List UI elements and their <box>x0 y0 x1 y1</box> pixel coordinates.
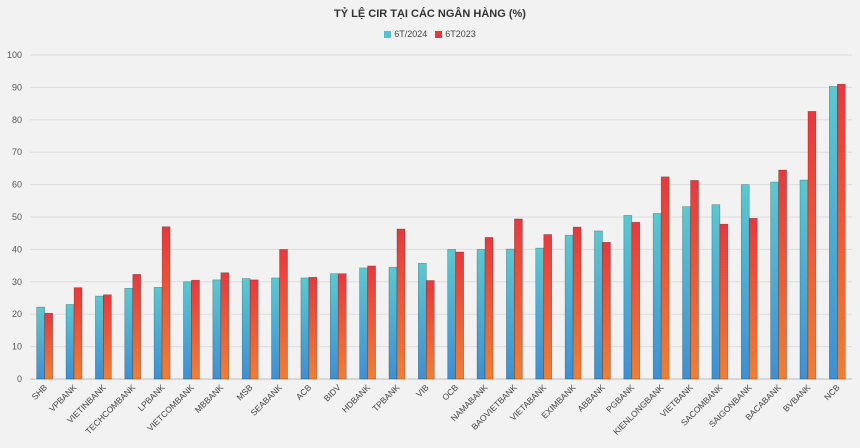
chart-title: TỶ LỆ CIR TẠI CÁC NGÂN HÀNG (%) <box>334 8 526 20</box>
bar-6t2024 <box>623 215 633 380</box>
y-tick-label: 40 <box>12 244 22 254</box>
bar-6t2023 <box>484 237 494 380</box>
bar-6t2023 <box>807 111 817 380</box>
x-category-label: BIDV <box>322 382 343 403</box>
bar-6t2024 <box>770 181 779 380</box>
bar-6t2024 <box>711 204 721 380</box>
x-category-label: VIB <box>414 382 431 399</box>
bar-6t2023 <box>778 169 787 380</box>
y-tick-label: 60 <box>12 180 22 190</box>
y-tick-label: 70 <box>12 147 22 157</box>
bar-6t2023 <box>719 223 729 380</box>
x-category-label: MSB <box>234 382 254 402</box>
bar-6t2024 <box>740 184 750 380</box>
bar-6t2024 <box>359 267 368 380</box>
bar-6t2023 <box>308 276 318 380</box>
x-category-label: TECHCOMBANK <box>83 382 137 436</box>
bar-6t2024 <box>476 249 486 380</box>
bar-6t2024 <box>447 249 456 380</box>
bar-6t2024 <box>36 306 45 380</box>
bar-6t2023 <box>132 274 142 380</box>
bar-6t2024 <box>124 287 134 380</box>
bar-6t2023 <box>748 217 758 380</box>
bar-6t2024 <box>95 295 104 380</box>
bar-6t2023 <box>367 265 376 380</box>
bar-6t2023 <box>837 83 846 380</box>
bar-6t2023 <box>602 241 611 380</box>
bar-6t2023 <box>337 273 347 380</box>
bar-6t2024 <box>652 213 662 380</box>
bar-6t2024 <box>329 273 339 380</box>
x-category-label: MBBANK <box>193 382 226 415</box>
bar-6t2024 <box>594 230 603 380</box>
bar-6t2024 <box>153 287 163 380</box>
legend-label-2023: 6T2023 <box>445 29 476 39</box>
legend-item-2023: 6T2023 <box>435 29 476 39</box>
bar-6t2024 <box>183 281 192 380</box>
bar-6t2023 <box>631 221 641 380</box>
bar-6t2024 <box>829 86 838 380</box>
bar-6t2024 <box>300 277 310 380</box>
bar-6t2024 <box>418 263 427 380</box>
bar-6t2024 <box>564 234 574 380</box>
bar-6t2023 <box>690 180 699 380</box>
y-tick-label: 10 <box>12 342 22 352</box>
y-tick-label: 0 <box>17 374 22 384</box>
bar-6t2023 <box>73 287 83 380</box>
bar-6t2023 <box>455 251 464 380</box>
bar-6t2023 <box>426 280 435 380</box>
bar-6t2023 <box>514 218 523 380</box>
bar-6t2023 <box>396 228 406 380</box>
bar-6t2023 <box>161 226 171 380</box>
bar-6t2023 <box>191 279 200 380</box>
bar-6t2024 <box>506 248 515 380</box>
bar-6t2023 <box>572 226 582 380</box>
bar-6t2023 <box>220 272 230 380</box>
x-category-label: BVBANK <box>781 382 813 414</box>
bar-6t2023 <box>103 294 112 380</box>
bar-6t2024 <box>799 179 809 380</box>
legend-item-2024: 6T/2024 <box>384 29 427 39</box>
bar-6t2024 <box>682 206 691 380</box>
bar-6t2024 <box>241 278 251 380</box>
bar-6t2024 <box>388 266 398 380</box>
x-category-label: ACB <box>294 382 314 402</box>
x-category-label: SHB <box>30 382 50 402</box>
x-category-label: SEABANK <box>248 382 284 418</box>
legend-swatch-2024 <box>384 30 392 38</box>
bar-6t2024 <box>212 279 222 380</box>
bar-6t2023 <box>249 279 259 380</box>
y-tick-label: 80 <box>12 115 22 125</box>
bar-6t2023 <box>279 249 288 380</box>
chart-legend: 6T/2024 6T2023 <box>0 29 860 39</box>
bar-6t2023 <box>660 176 670 380</box>
x-category-label: TPBANK <box>370 382 401 413</box>
bar-6t2024 <box>535 247 545 380</box>
x-category-label: NCB <box>822 382 842 402</box>
x-category-label: ABBANK <box>575 382 607 414</box>
y-tick-label: 90 <box>12 82 22 92</box>
x-category-label: HDBANK <box>340 382 372 414</box>
y-tick-label: 30 <box>12 277 22 287</box>
y-tick-label: 100 <box>7 50 22 60</box>
legend-swatch-2023 <box>435 30 443 38</box>
y-tick-label: 50 <box>12 212 22 222</box>
bar-6t2023 <box>543 234 553 380</box>
bar-6t2024 <box>271 277 280 380</box>
x-category-label: OCB <box>440 382 460 402</box>
legend-label-2024: 6T/2024 <box>394 29 428 39</box>
y-tick-label: 20 <box>12 309 22 319</box>
x-category-label: KIENLONGBANK <box>611 382 666 437</box>
bar-6t2023 <box>44 312 53 380</box>
bar-6t2024 <box>65 304 75 380</box>
